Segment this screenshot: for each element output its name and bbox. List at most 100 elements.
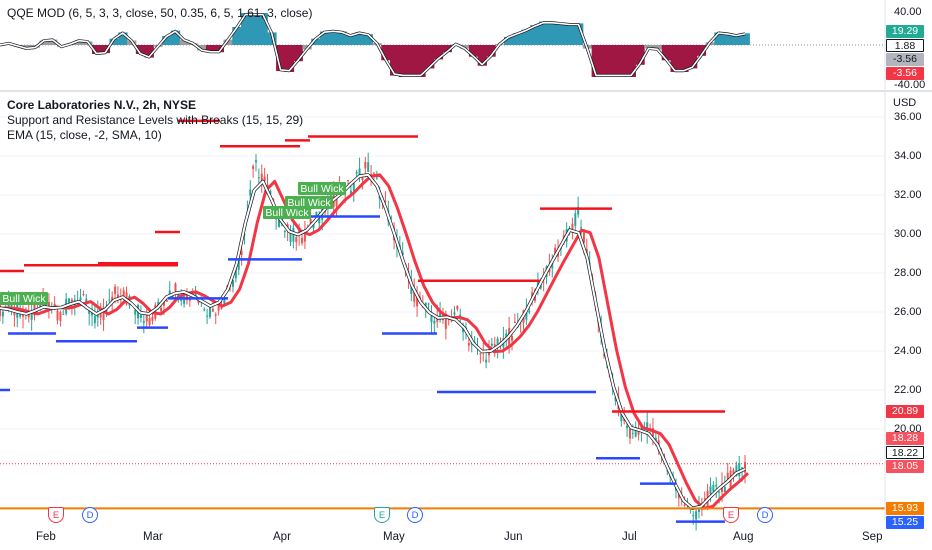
candle-body <box>718 491 721 493</box>
qqe-histogram-bar <box>39 40 49 45</box>
month-label-may: May <box>383 531 405 543</box>
price-axis-label: 28.00 <box>894 267 922 279</box>
candle-body <box>56 310 59 321</box>
ema-indicator-legend[interactable]: EMA (15, close, -2, SMA, 10) <box>7 128 162 142</box>
candle-body <box>162 301 165 306</box>
qqe-legend[interactable]: QQE MOD (6, 5, 3, 3, close, 50, 0.35, 6,… <box>7 6 313 20</box>
candle-body <box>194 291 197 297</box>
qqe-histogram-bar <box>591 45 601 77</box>
candle-body <box>364 161 367 169</box>
candle-body <box>260 173 263 182</box>
bull-wick-label: Bull Wick <box>300 183 344 195</box>
qqe-histogram-bar <box>232 27 242 45</box>
qqe-histogram-bar <box>503 36 514 45</box>
candle-body <box>372 172 375 174</box>
candle-body <box>217 303 220 311</box>
qqe-histogram-bar <box>223 39 233 45</box>
qqe-histogram-bar <box>609 45 619 77</box>
candle-body <box>723 486 726 492</box>
candle-body <box>203 309 206 311</box>
osc-tag-qqe-value: 19.29 <box>886 25 924 38</box>
candle-body <box>614 396 617 402</box>
candle-body <box>206 315 209 317</box>
candle-body <box>237 257 240 270</box>
candle-body <box>692 515 695 517</box>
ema-slow-price-tag: 18.28 <box>886 432 924 445</box>
candle-body <box>384 200 387 202</box>
candle-body <box>571 223 574 230</box>
candle-body <box>628 428 631 439</box>
candle-body <box>301 237 304 244</box>
bull-wick-label: Bull Wick <box>2 293 46 305</box>
candle-body <box>269 191 272 195</box>
qqe-histogram-bar <box>600 45 610 77</box>
earnings-event-icon[interactable]: E <box>374 507 390 523</box>
candle-body <box>142 321 145 324</box>
dividend-event-icon[interactable]: D <box>407 507 423 523</box>
candle-body <box>626 425 629 429</box>
sr-indicator-legend[interactable]: Support and Resistance Levels with Break… <box>7 113 304 127</box>
candle-body <box>183 296 186 304</box>
ema-fast-price-tag: 18.05 <box>886 460 924 473</box>
candle-body <box>416 293 419 307</box>
qqe-histogram-bar <box>170 30 181 45</box>
candle-body <box>361 176 364 180</box>
qqe-oscillator-pane[interactable]: QQE MOD (6, 5, 3, 3, close, 50, 0.35, 6,… <box>0 0 932 91</box>
symbol-legend[interactable]: Core Laboratories N.V., 2h, NYSE <box>7 98 196 112</box>
candle-body <box>349 190 352 194</box>
qqe-histogram-bar <box>547 21 558 45</box>
candle-body <box>513 321 516 323</box>
qqe-histogram-bar <box>144 45 154 58</box>
qqe-histogram-bar <box>214 45 224 53</box>
earnings-event-icon[interactable]: E <box>48 507 64 523</box>
bull-wick-label-box <box>285 196 333 209</box>
candle-body <box>231 280 234 287</box>
candle-body <box>59 312 62 321</box>
earnings-event-icon[interactable]: E <box>723 507 739 523</box>
bull-wick-label-box <box>0 292 48 305</box>
dividend-event-icon[interactable]: D <box>757 507 773 523</box>
candle-body <box>347 180 350 182</box>
candle-body <box>531 292 534 299</box>
ema-fast-line <box>0 173 746 510</box>
candle-body <box>358 168 361 177</box>
price-chart-pane[interactable]: Bull Wick Bull Wick Bull Wick Bull Wick Cor… <box>0 92 932 531</box>
candle-body <box>456 306 459 310</box>
candle-body <box>450 319 453 322</box>
qqe-histogram-bar <box>539 21 549 45</box>
candle-body <box>732 469 735 475</box>
qqe-histogram-bar <box>433 45 444 60</box>
qqe-histogram-bar <box>21 45 32 49</box>
qqe-histogram-bar <box>311 38 321 45</box>
price-axis-label: 34.00 <box>894 150 922 162</box>
candle-body <box>295 237 298 243</box>
candle-body <box>145 312 148 322</box>
qqe-histogram-bar <box>109 38 119 45</box>
candle-body <box>709 486 712 495</box>
candle-body <box>427 303 430 305</box>
qqe-histogram-bar <box>512 33 522 45</box>
dividend-event-icon[interactable]: D <box>82 507 98 523</box>
time-axis[interactable] <box>0 520 932 550</box>
qqe-histogram-bar <box>346 35 356 45</box>
resistance-price-tag: 20.89 <box>886 405 924 418</box>
price-axis-label: 22.00 <box>894 384 922 396</box>
candle-body <box>352 183 355 191</box>
qqe-histogram-bar <box>293 45 303 62</box>
month-label-jul: Jul <box>622 531 637 543</box>
qqe-histogram-bar <box>740 33 750 45</box>
pane-separator[interactable] <box>0 90 932 92</box>
qqe-histogram-bar <box>468 45 479 57</box>
candle-body <box>85 298 88 303</box>
osc-axis-label-bottom: -40.00 <box>894 79 926 91</box>
qqe-histogram-bar <box>442 45 452 53</box>
candle-body <box>1 311 4 317</box>
candle-body <box>278 219 281 227</box>
candle-body <box>240 250 243 255</box>
candle-body <box>738 463 741 476</box>
qqe-histogram-bar <box>276 45 286 72</box>
candle-body <box>574 213 577 226</box>
candle-body <box>580 227 583 229</box>
candle-body <box>744 462 746 473</box>
